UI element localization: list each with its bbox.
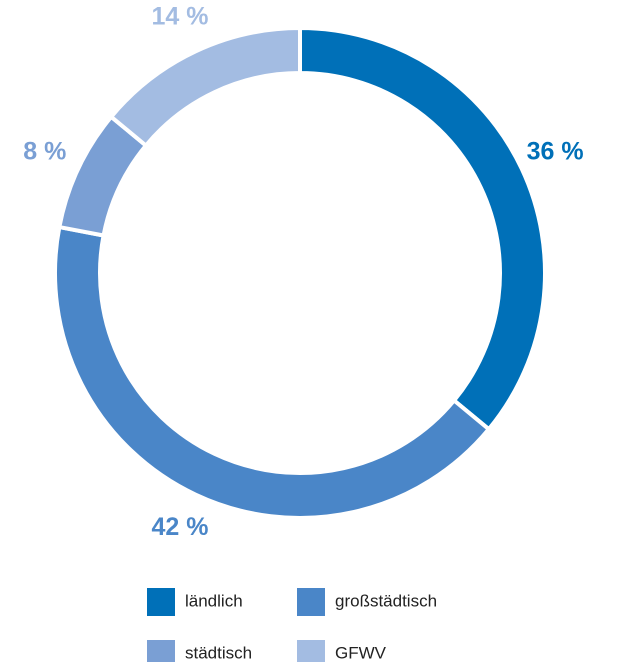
data-label: 36 %: [527, 138, 584, 166]
legend-swatch: [147, 588, 175, 616]
legend-label: städtisch: [185, 643, 252, 662]
legend-label: GFWV: [335, 643, 387, 662]
donut-slice: [298, 25, 547, 432]
donut-slice: [108, 25, 302, 149]
donut-slice: [53, 224, 492, 520]
legend-swatch: [297, 588, 325, 616]
data-label: 42 %: [151, 513, 208, 541]
legend-label: großstädtisch: [335, 591, 437, 610]
legend-swatch: [297, 640, 325, 662]
legend-label: ländlich: [185, 591, 243, 610]
data-label: 8 %: [23, 138, 66, 166]
data-label: 14 %: [151, 2, 208, 30]
legend-swatch: [147, 640, 175, 662]
